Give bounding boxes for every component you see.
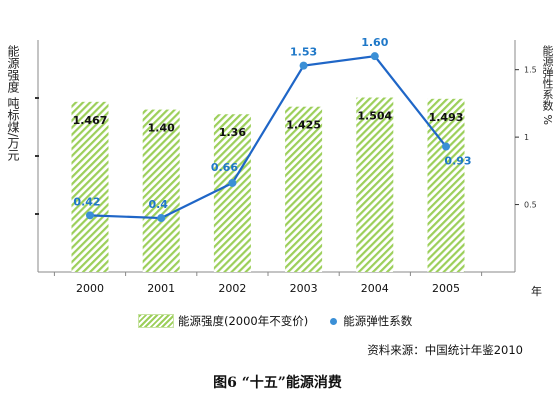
bar-value-label: 1.425 bbox=[286, 119, 321, 132]
source-note: 资料来源：中国统计年鉴2010 bbox=[367, 343, 523, 357]
x-tick-label: 2000 bbox=[76, 282, 104, 295]
legend-line-label: 能源弹性系数 bbox=[343, 314, 413, 328]
bar bbox=[427, 98, 465, 272]
bar bbox=[213, 114, 251, 273]
legend-bar-label: 能源强度(2000年不变价) bbox=[178, 314, 309, 328]
y-right-tick-label: 1.5 bbox=[524, 66, 537, 75]
line-point bbox=[370, 52, 379, 61]
line-point bbox=[157, 214, 166, 223]
series-line bbox=[89, 55, 447, 220]
x-tick-label: 2002 bbox=[218, 282, 246, 295]
legend-line-marker bbox=[330, 317, 338, 325]
y-axis-right-label: 能源弹性系数 % bbox=[541, 45, 554, 125]
y-right-tick-label: 0.5 bbox=[524, 201, 537, 210]
figure-caption: 图6 “十五”能源消费 bbox=[213, 375, 342, 391]
x-tick-label: 2001 bbox=[147, 282, 175, 295]
line-point bbox=[442, 142, 450, 151]
bar-value-label: 1.40 bbox=[148, 122, 175, 135]
y-axis-left-label: 能源强度 吨标煤/万元 bbox=[6, 45, 20, 161]
line-point bbox=[228, 178, 237, 187]
legend: 能源强度(2000年不变价) 能源弹性系数 bbox=[138, 313, 412, 329]
x-axis-label: 年 bbox=[531, 284, 542, 298]
x-tick-label: 2005 bbox=[432, 282, 460, 295]
bar-value-label: 1.493 bbox=[429, 111, 464, 124]
y-right-tick-label: 1 bbox=[524, 133, 529, 142]
line-value-label: 0.66 bbox=[211, 161, 238, 174]
line-point bbox=[86, 211, 94, 220]
bar-value-label: 1.36 bbox=[219, 126, 246, 139]
line-value-label: 1.60 bbox=[361, 36, 388, 49]
x-tick-label: 2003 bbox=[290, 282, 318, 295]
legend-bar-swatch bbox=[138, 314, 174, 328]
line-value-label: 0.93 bbox=[444, 155, 471, 168]
bar bbox=[356, 97, 394, 272]
bar-value-label: 1.467 bbox=[73, 114, 108, 127]
bar-value-label: 1.504 bbox=[357, 110, 392, 123]
line-point bbox=[299, 61, 308, 70]
bar bbox=[71, 101, 109, 272]
line-value-label: 0.4 bbox=[148, 198, 168, 211]
line-value-label: 0.42 bbox=[73, 195, 100, 208]
x-tick-label: 2004 bbox=[361, 282, 389, 295]
line-value-label: 1.53 bbox=[290, 46, 317, 59]
bar bbox=[142, 109, 180, 272]
bar bbox=[285, 106, 323, 272]
